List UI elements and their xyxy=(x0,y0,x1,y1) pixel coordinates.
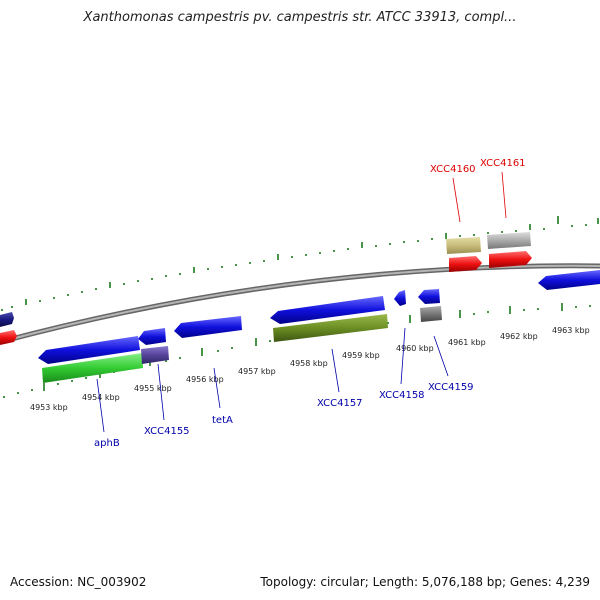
gene-label-xcc4157[interactable]: XCC4157 xyxy=(317,398,363,409)
gene-block[interactable] xyxy=(420,306,442,322)
gene-label-xcc4155[interactable]: XCC4155 xyxy=(144,426,190,437)
genome-backbone-highlight xyxy=(0,264,600,343)
gene-features[interactable] xyxy=(42,232,531,383)
gene-arrow[interactable] xyxy=(174,316,242,338)
kbp-label: 4963 kbp xyxy=(552,326,590,335)
gene-label-xcc4161[interactable]: XCC4161 xyxy=(480,158,526,169)
gene-arrow[interactable] xyxy=(138,328,166,345)
gene-arrow[interactable] xyxy=(538,270,600,290)
gene-arrow[interactable] xyxy=(489,251,532,268)
kbp-label: 4954 kbp xyxy=(82,393,120,402)
gene-arrow[interactable] xyxy=(38,336,140,364)
kbp-label: 4955 kbp xyxy=(134,384,172,393)
leader-lines xyxy=(96,171,507,433)
gene-block[interactable] xyxy=(141,346,169,364)
gene-block[interactable] xyxy=(273,314,388,342)
kbp-label: 4957 kbp xyxy=(238,367,276,376)
gene-label-teta[interactable]: tetA xyxy=(212,415,233,426)
kbp-label: 4962 kbp xyxy=(500,332,538,341)
gene-block[interactable] xyxy=(487,232,531,249)
kbp-label: 4960 kbp xyxy=(396,344,434,353)
gene-arrow[interactable] xyxy=(270,296,385,324)
gene-labels[interactable]: aphB XCC4155 tetA XCC4157 XCC4158 XCC415… xyxy=(94,158,526,449)
genome-summary-text: Topology: circular; Length: 5,076,188 bp… xyxy=(260,575,590,589)
gene-label-xcc4158[interactable]: XCC4158 xyxy=(379,390,425,401)
cds-features[interactable] xyxy=(0,251,600,364)
kbp-label: 4959 kbp xyxy=(342,351,380,360)
gene-arrow[interactable] xyxy=(0,312,14,327)
gene-arrow[interactable] xyxy=(449,256,482,272)
gene-arrow[interactable] xyxy=(0,330,17,345)
kbp-label: 4958 kbp xyxy=(290,359,328,368)
accession-text: Accession: NC_003902 xyxy=(10,575,147,589)
gene-label-xcc4159[interactable]: XCC4159 xyxy=(428,382,474,393)
upper-scale xyxy=(1,216,599,311)
gene-arrow[interactable] xyxy=(418,289,440,304)
gene-label-xcc4160[interactable]: XCC4160 xyxy=(430,164,476,175)
kbp-label: 4961 kbp xyxy=(448,338,486,347)
gene-arrow[interactable] xyxy=(394,290,406,306)
kbp-labels: 4953 kbp 4954 kbp 4955 kbp 4956 kbp 4957… xyxy=(30,326,590,412)
gene-block[interactable] xyxy=(446,237,481,254)
kbp-label: 4953 kbp xyxy=(30,403,68,412)
kbp-label: 4956 kbp xyxy=(186,375,224,384)
map-title: Xanthomonas campestris pv. campestris st… xyxy=(83,10,517,25)
gene-block[interactable] xyxy=(42,353,143,383)
gene-label-aphB[interactable]: aphB xyxy=(94,438,120,449)
